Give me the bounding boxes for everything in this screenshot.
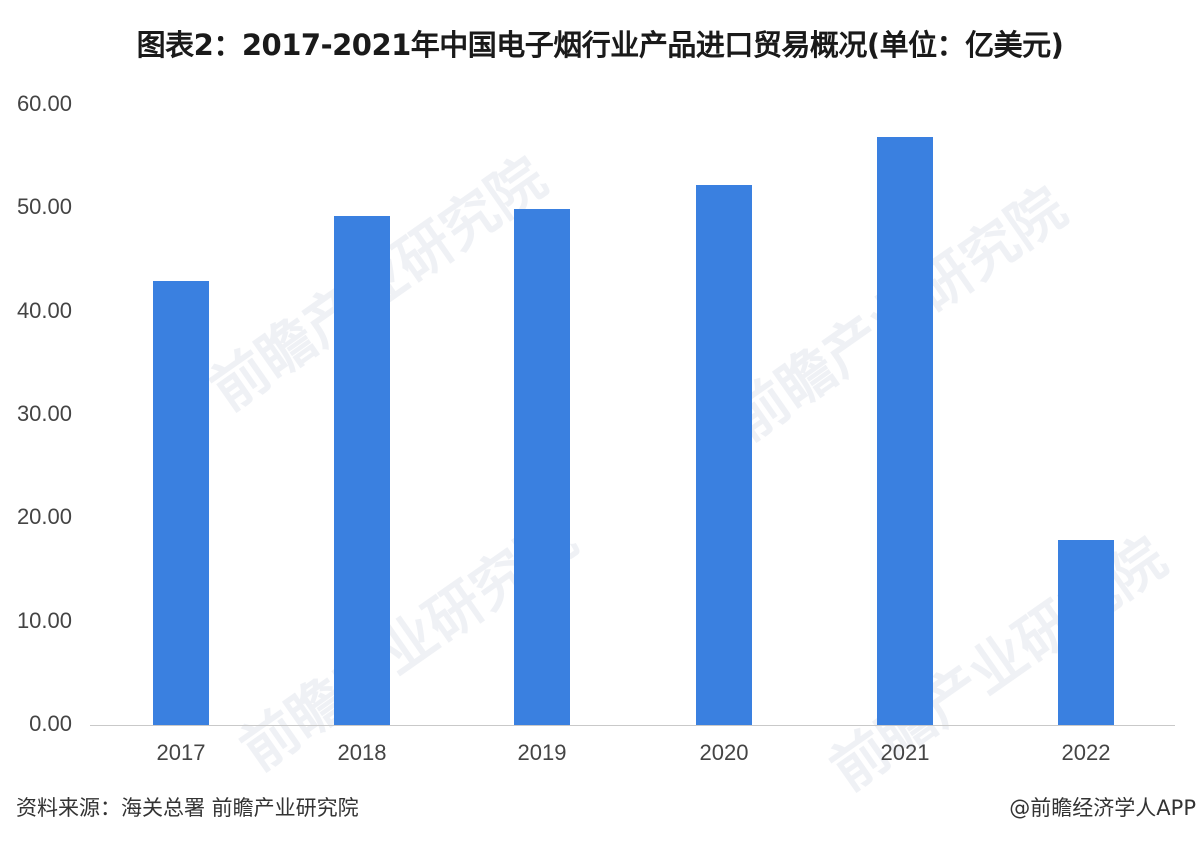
x-tick-label: 2021 <box>880 740 930 765</box>
y-tick-label: 60.00 <box>16 91 72 116</box>
bar-2021 <box>877 137 933 725</box>
y-tick-label: 20.00 <box>16 504 72 530</box>
x-tick-label: 2020 <box>699 740 749 765</box>
credit-note: @前瞻经济学人APP <box>1009 796 1196 820</box>
bar-2017 <box>153 280 209 725</box>
y-tick-label: 0.00 <box>29 711 72 736</box>
x-tick-label: 2017 <box>156 740 206 765</box>
x-tick-label: 2018 <box>337 740 387 765</box>
bar-2022 <box>1058 540 1114 725</box>
bar-2019 <box>514 209 570 725</box>
y-tick-label: 30.00 <box>16 401 72 426</box>
bar-2018 <box>334 215 390 725</box>
source-note: 资料来源：海关总署 前瞻产业研究院 <box>16 796 359 820</box>
y-tick-label: 50.00 <box>16 194 72 220</box>
x-tick-label: 2019 <box>517 740 567 765</box>
y-tick-label: 10.00 <box>16 607 72 633</box>
x-axis-line <box>90 725 1175 726</box>
bar-2020 <box>696 184 752 725</box>
chart-title: 图表2：2017-2021年中国电子烟行业产品进口贸易概况(单位：亿美元) <box>136 28 1064 62</box>
x-tick-label: 2022 <box>1061 740 1111 765</box>
y-tick-label: 40.00 <box>16 297 72 323</box>
